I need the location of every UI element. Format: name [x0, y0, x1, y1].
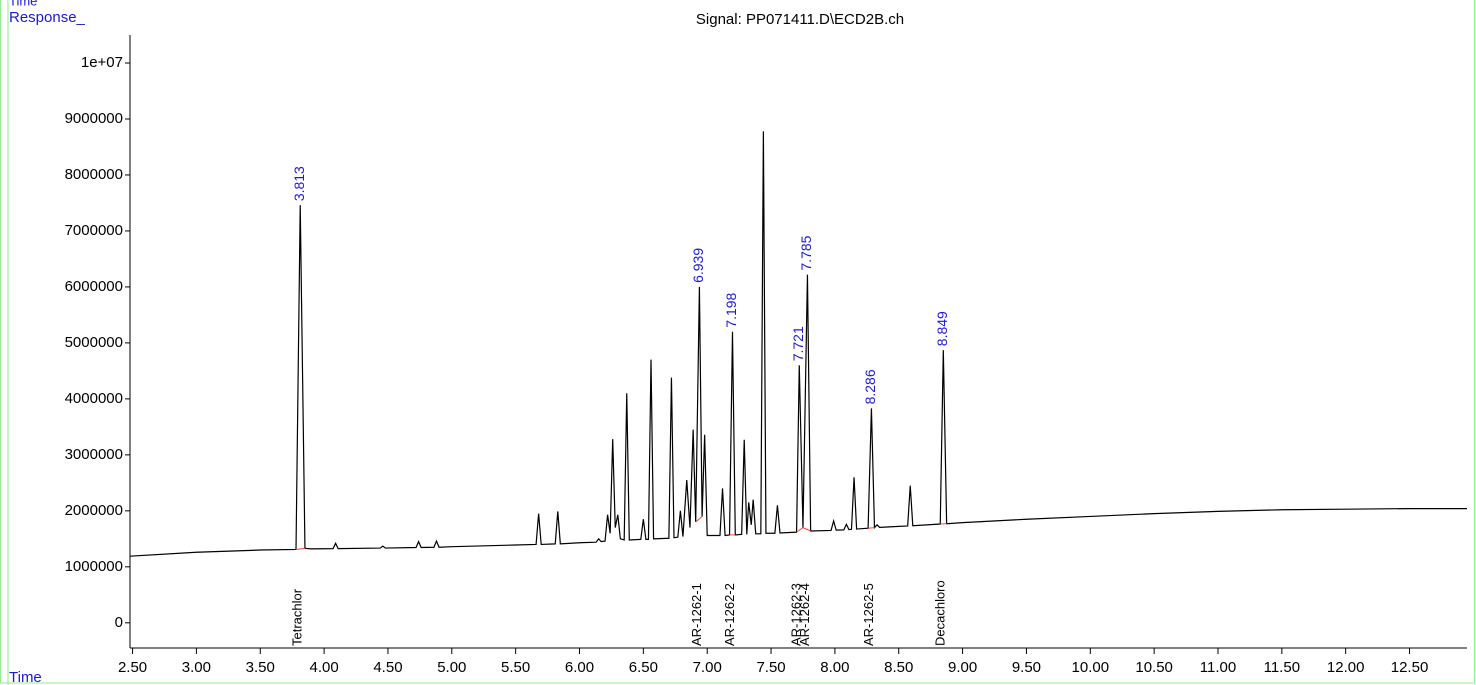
peak-rt-label: 7.721 — [790, 326, 806, 361]
x-tick-label: 9.50 — [1012, 659, 1041, 676]
peak-rt-label: 8.286 — [862, 369, 878, 404]
y-tick-label: 0 — [115, 614, 123, 631]
x-tick-label: 10.00 — [1072, 659, 1110, 676]
chart-title: Signal: PP071411.D\ECD2B.ch — [696, 11, 904, 28]
compound-label: AR-1262-2 — [722, 583, 737, 646]
x-tick-label: 7.50 — [756, 659, 785, 676]
compound-label: Decachloro — [933, 580, 948, 646]
x-axis-label: Time — [9, 669, 42, 685]
y-tick-label: 6000000 — [65, 278, 123, 295]
x-tick-label: 12.50 — [1391, 659, 1429, 676]
x-tick-label: 3.00 — [182, 659, 211, 676]
peak-rt-label: 8.849 — [934, 311, 950, 346]
compound-label: AR-1262-5 — [861, 583, 876, 646]
y-tick-label: 2000000 — [65, 502, 123, 519]
integration-baseline — [802, 527, 811, 532]
integration-baseline — [295, 547, 306, 550]
compound-label: AR-1262-3 — [789, 583, 804, 646]
x-tick-label: 2.50 — [118, 659, 147, 676]
y-tick-label: 7000000 — [65, 222, 123, 239]
x-tick-label: 11.50 — [1264, 659, 1300, 676]
y-tick-label: 1e+07 — [81, 54, 123, 71]
x-tick-label: 6.00 — [565, 659, 594, 676]
x-tick-label: 3.50 — [246, 659, 275, 676]
trace — [129, 131, 1467, 557]
x-tick-label: 8.50 — [884, 659, 913, 676]
x-tick-label: 8.00 — [820, 659, 849, 676]
x-tick-label: 7.00 — [693, 659, 722, 676]
integration-baseline — [695, 516, 703, 523]
peak-rt-label: 6.939 — [690, 248, 706, 283]
x-tick-label: 10.50 — [1135, 659, 1173, 676]
x-tick-label: 12.00 — [1327, 659, 1365, 676]
y-tick-label: 9000000 — [65, 110, 123, 127]
compound-label: AR-1262-1 — [689, 583, 704, 646]
peak-rt-label: 7.785 — [798, 235, 814, 270]
x-tick-label: 6.50 — [629, 659, 658, 676]
peak-rt-label: 3.813 — [291, 166, 307, 201]
compound-label: Tetrachlor — [290, 588, 305, 646]
x-tick-label: 5.50 — [501, 659, 530, 676]
x-tick-label: 5.00 — [437, 659, 466, 676]
y-tick-label: 1000000 — [65, 558, 123, 575]
y-tick-label: 5000000 — [65, 334, 123, 351]
y-tick-label: 8000000 — [65, 166, 123, 183]
integration-baseline — [796, 527, 804, 533]
top-label: Time — [9, 0, 37, 8]
y-axis-label: Response_ — [9, 9, 86, 26]
x-tick-label: 4.50 — [373, 659, 402, 676]
y-tick-label: 3000000 — [65, 446, 123, 463]
y-tick-label: 4000000 — [65, 390, 123, 407]
peak-rt-label: 7.198 — [723, 292, 739, 327]
integration-baseline — [868, 527, 875, 529]
compound-label: AR-1262-4 — [797, 583, 812, 646]
x-tick-label: 11.00 — [1200, 659, 1236, 676]
x-tick-label: 4.00 — [309, 659, 338, 676]
x-tick-label: 9.00 — [948, 659, 977, 676]
